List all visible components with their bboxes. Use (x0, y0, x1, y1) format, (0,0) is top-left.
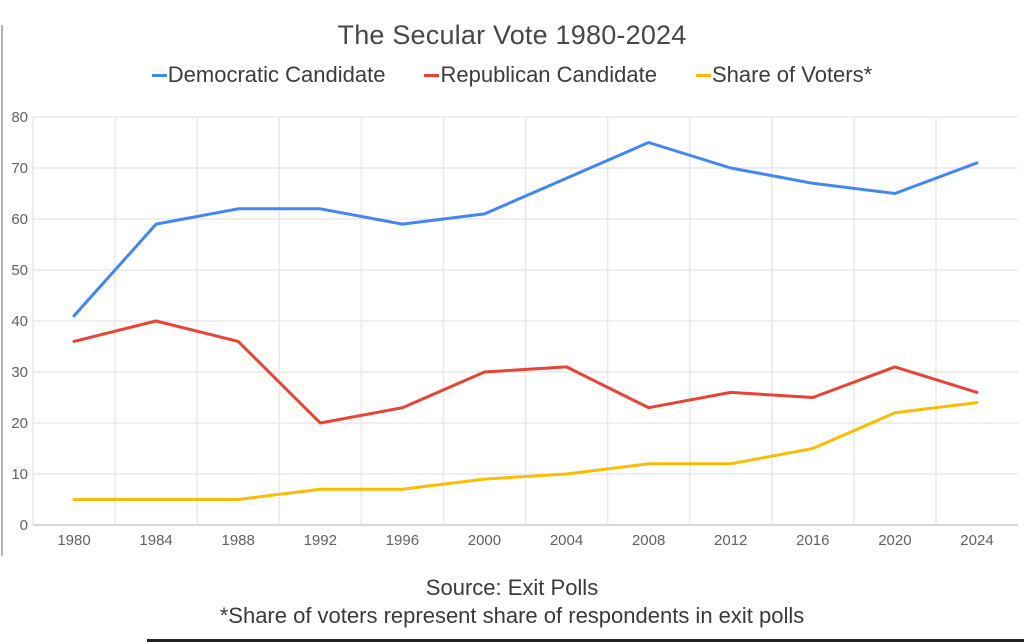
source-note: Source: Exit Polls (425, 575, 599, 600)
y-tick-label: 10 (11, 466, 28, 483)
y-tick-label: 70 (11, 160, 28, 177)
series-line-share-of-voters (72, 401, 979, 501)
y-tick-label: 80 (11, 109, 28, 126)
y-tick-label: 0 (20, 517, 28, 534)
x-tick-label: 1984 (139, 532, 172, 549)
x-tick-label: 2008 (632, 532, 665, 549)
legend-swatch-republican-icon (424, 73, 440, 77)
legend-item-democratic-candidate: Democratic Candidate (151, 62, 386, 88)
x-tick-label: 2024 (960, 532, 993, 549)
x-tick-label: 1980 (57, 532, 90, 549)
footnote: *Share of voters represent share of resp… (219, 603, 805, 628)
legend-swatch-democratic-icon (151, 73, 167, 77)
x-tick-label: 1988 (221, 532, 254, 549)
screen-edge-artifact-bottom (147, 639, 1024, 642)
y-tick-label: 20 (11, 415, 28, 432)
x-tick-label: 2020 (878, 532, 911, 549)
x-tick-label: 2004 (550, 532, 583, 549)
x-tick-label: 2012 (714, 532, 747, 549)
y-tick-label: 40 (11, 313, 28, 330)
x-tick-label: 1996 (386, 532, 419, 549)
chart-footer: Source: Exit Polls *Share of voters repr… (0, 574, 1024, 630)
legend-swatch-share-of-voters-icon (695, 73, 711, 77)
legend-label-share-of-voters: Share of Voters* (711, 62, 873, 87)
y-tick-label: 30 (11, 364, 28, 381)
y-tick-label: 50 (11, 262, 28, 279)
x-tick-label: 1992 (304, 532, 337, 549)
legend-label-democratic: Democratic Candidate (167, 62, 386, 87)
x-tick-label: 2016 (796, 532, 829, 549)
series-line-democratic-candidate (72, 141, 979, 318)
screen-edge-artifact-left (1, 25, 3, 556)
legend-item-share-of-voters: Share of Voters* (695, 62, 873, 88)
x-tick-label: 2000 (468, 532, 501, 549)
chart-legend: Democratic Candidate Republican Candidat… (0, 62, 1024, 88)
legend-label-republican: Republican Candidate (440, 62, 657, 87)
chart-title: The Secular Vote 1980-2024 (337, 20, 687, 50)
series-line-republican-candidate (72, 319, 979, 425)
y-tick-label: 60 (11, 211, 28, 228)
legend-item-republican-candidate: Republican Candidate (424, 62, 657, 88)
